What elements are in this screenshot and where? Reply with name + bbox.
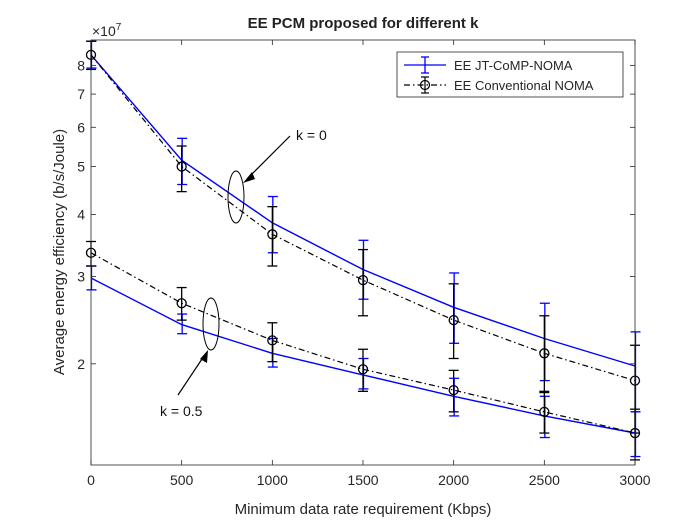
y-tick-label: 5 (77, 159, 85, 175)
legend-label-jt-comp: EE JT-CoMP-NOMA (454, 58, 573, 73)
data-point (267, 335, 278, 346)
legend: EE JT-CoMP-NOMA EE Conventional NOMA (396, 51, 624, 98)
k05-group-ellipse (202, 297, 220, 351)
legend-marker-conventional (419, 79, 431, 91)
series-layer (85, 40, 641, 461)
axes-layer: 0 500 1000 1500 2000 2500 3000 2 3 4 5 6 7 8 (77, 39, 651, 488)
y-multiplier-base: ×10 (92, 23, 116, 39)
k05-arrow-line (177, 355, 205, 396)
x-tick-label: 500 (170, 472, 194, 488)
y-multiplier: ×107 (92, 22, 122, 39)
annotation-layer: k = 0 k = 0.5 (160, 127, 327, 419)
data-point (448, 314, 459, 326)
data-point (176, 161, 187, 172)
y-tick-label: 6 (77, 119, 85, 135)
annotation-k05: k = 0.5 (160, 403, 203, 419)
data-point (267, 229, 278, 240)
data-point (539, 348, 550, 359)
x-tick-label: 0 (87, 472, 95, 488)
legend-box (396, 51, 624, 98)
annotation-k0: k = 0 (296, 127, 327, 143)
y-tick-label: 3 (77, 269, 85, 285)
y-tick-label: 8 (77, 57, 85, 73)
x-tick-label: 2500 (529, 472, 560, 488)
data-point (448, 384, 459, 396)
data-point (176, 298, 187, 309)
x-tick-label: 1000 (257, 472, 288, 488)
x-tick-label: 3000 (619, 472, 650, 488)
y-multiplier-exponent: 7 (116, 22, 122, 33)
k05-arrow-head (200, 350, 208, 363)
data-point (539, 406, 550, 418)
chart-title: EE PCM proposed for different k (248, 15, 480, 32)
y-tick-label: 4 (77, 207, 85, 223)
k0-group-ellipse (227, 170, 245, 224)
x-axis-label: Minimum data rate requirement (Kbps) (235, 501, 492, 518)
x-tick-label: 2000 (438, 472, 469, 488)
y-tick-label: 2 (77, 356, 85, 372)
k0-arrow-line (247, 135, 291, 179)
data-point (357, 364, 369, 375)
k0-arrow-head (243, 172, 255, 183)
x-tick-label: 1500 (347, 472, 378, 488)
y-axis-label: Average energy efficiency (b/s/Joule) (51, 129, 68, 375)
data-point (357, 274, 369, 286)
y-tick-label: 7 (77, 86, 85, 102)
legend-label-conventional: EE Conventional NOMA (454, 78, 594, 93)
